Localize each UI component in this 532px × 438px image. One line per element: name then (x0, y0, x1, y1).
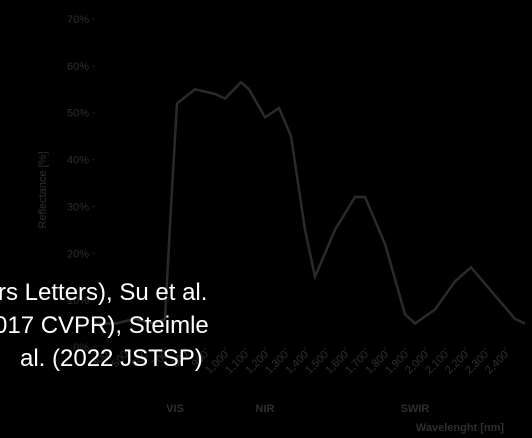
region-label: VIS (166, 403, 184, 415)
y-tick-label: 60% (67, 61, 89, 73)
y-axis-label: Reflectance [%] (37, 151, 49, 228)
region-label: SWIR (401, 403, 430, 415)
x-tick-label: 2,400 (483, 349, 511, 377)
y-tick-label: 70% (67, 14, 89, 26)
overlay-line: al. (2022 JSTSP) (20, 345, 203, 372)
y-tick-label: 20% (67, 248, 89, 260)
y-tick-label: 40% (67, 155, 89, 167)
overlay-text: rs Letters), Su et al. 017 CVPR), Steimle… (0, 279, 209, 372)
overlay-line: 017 CVPR), Steimle (0, 312, 209, 339)
region-label: NIR (256, 403, 275, 415)
line-series (95, 80, 526, 326)
y-tick-label: 50% (67, 108, 89, 120)
y-tick-label: 10% (67, 295, 89, 307)
y-tick-label: 0% (73, 342, 89, 354)
x-axis-label: Wavelenght [nm] (416, 422, 505, 434)
y-tick-label: 30% (67, 201, 89, 213)
overlay-line: rs Letters), Su et al. (0, 279, 207, 306)
